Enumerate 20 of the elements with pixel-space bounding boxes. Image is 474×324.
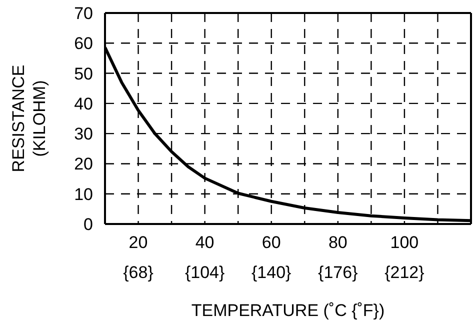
- x-tick-label: 80: [328, 233, 348, 252]
- x-tick-label: 60: [262, 233, 281, 252]
- y-tick-label: 40: [74, 94, 93, 114]
- x2-tick-label: {68}: [123, 263, 154, 282]
- y-tick-label: 30: [74, 124, 93, 144]
- x-tick-label: 20: [128, 233, 148, 252]
- x2-tick-label: {212}: [384, 263, 425, 282]
- x-tick-label: 40: [195, 233, 214, 252]
- x-tick-label: 100: [390, 233, 419, 252]
- y-tick-label: 60: [74, 34, 93, 54]
- y-axis-title: RESISTANCE (KILOHM): [9, 64, 49, 172]
- x2-tick-label: {104}: [184, 263, 225, 282]
- y-tick-label: 20: [74, 154, 93, 174]
- y-tick-label: 70: [74, 4, 93, 23]
- x2-tick-label: {140}: [251, 263, 292, 282]
- x2-tick-label: {176}: [318, 263, 358, 282]
- y-tick-label: 10: [74, 184, 93, 204]
- x-axis-title: TEMPERATURE (˚C {˚F}): [191, 301, 385, 320]
- y-tick-label: 50: [74, 64, 93, 84]
- y-tick-label: 0: [84, 215, 93, 234]
